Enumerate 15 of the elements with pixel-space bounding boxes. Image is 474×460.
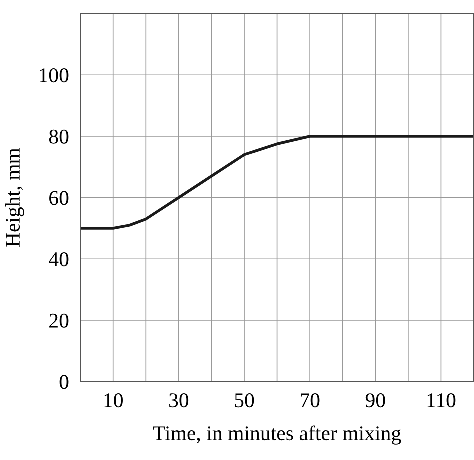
y-tick-label: 0	[60, 375, 69, 390]
y-tick-label: 40	[49, 252, 69, 267]
line-series	[80, 135, 474, 230]
y-axis-title: Height, mm	[5, 148, 24, 247]
x-axis-title: Time, in minutes after mixing	[153, 426, 402, 445]
y-tick-label: 80	[49, 130, 69, 144]
y-tick-label: 20	[50, 314, 69, 328]
x-tick-label: 90	[366, 394, 386, 408]
y-tick-label: 100	[40, 68, 69, 83]
x-tick-label: 10	[104, 394, 123, 408]
x-tick-label: 30	[170, 394, 189, 408]
x-tick-label: 50	[235, 394, 254, 408]
y-tick-label: 60	[50, 191, 69, 206]
x-tick-label: 110	[428, 394, 456, 408]
x-tick-label: 70	[301, 394, 320, 408]
